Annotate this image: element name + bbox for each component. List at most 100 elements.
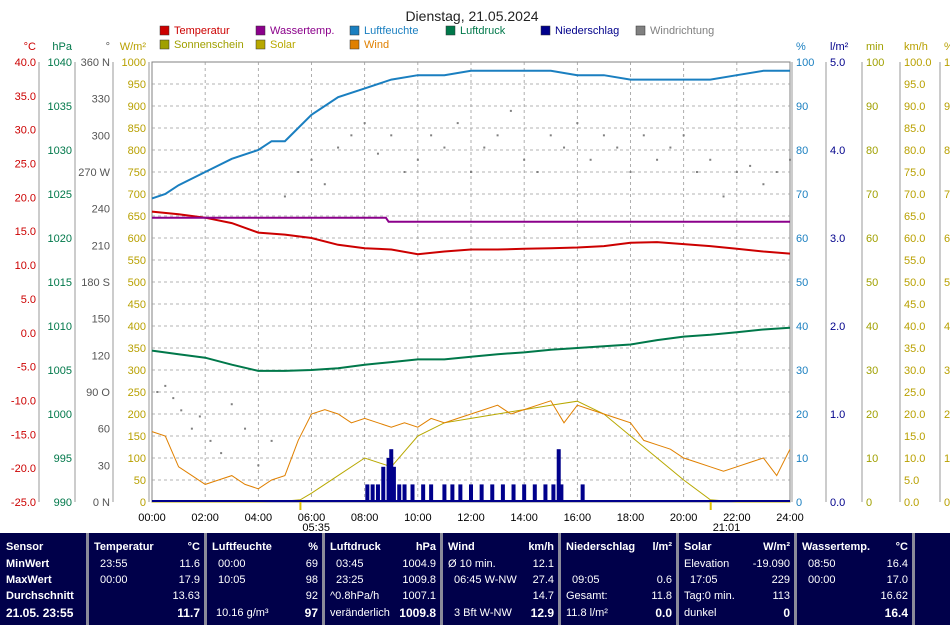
time-tick-label: 02:00 — [191, 512, 219, 524]
wind-direction-point — [789, 158, 791, 161]
wind-direction-point — [509, 109, 512, 112]
wind-max-time: 06:45 W-NW — [454, 574, 517, 586]
legend-swatch — [445, 25, 456, 36]
time-axis: 00:00 02:00 04:00 06:00 08:00 10:00 12:00 14:00… — [138, 512, 804, 524]
summary-luftfeuchte: Luftfeuchte % 00:00 69 10:05 98 92 10.16… — [212, 533, 318, 625]
axis-tick-label: 80 — [796, 145, 808, 157]
precip-bar — [442, 484, 447, 502]
axis-tick-label: 600 — [128, 233, 146, 245]
wind-direction-point — [172, 397, 175, 400]
summary-solar: Solar W/m² Elevation -19.090 17:05 229 T… — [684, 533, 790, 625]
wind-direction-point — [310, 158, 313, 161]
axis-tick-label: 180 S — [81, 277, 110, 289]
axis-tick-label: 250 — [128, 387, 146, 399]
wind-avg-value: 14.7 — [532, 590, 554, 602]
legend-label: Wassertemp. — [270, 25, 334, 37]
axis-tick-label: 25.0 — [15, 159, 36, 171]
axis-tick-label: 40 — [866, 321, 878, 333]
wind-direction-point — [629, 171, 632, 173]
luftfeuchte-max-value: 98 — [305, 574, 318, 586]
sun-mark-label: 05:35 — [302, 522, 330, 533]
legend-swatch — [540, 25, 551, 36]
axis-tick-label: 3.0 — [830, 233, 845, 245]
axis-tick-label: 80 — [944, 145, 950, 157]
axis-tick-label: 50 — [944, 277, 950, 289]
precip-bar — [490, 484, 495, 502]
wind-direction-point — [523, 158, 526, 161]
axis-tick-label: 1040 — [48, 57, 72, 69]
divider — [912, 533, 915, 625]
wind-direction-point — [602, 134, 605, 137]
precip-bar — [556, 449, 561, 502]
axis-tick-label: 10 — [866, 453, 878, 465]
legend-label: Luftfeuchte — [364, 25, 418, 37]
niederschlag-max-time: 09:05 — [572, 574, 600, 586]
axis-tick-label: 20 — [944, 409, 950, 421]
series-line-temperatur — [151, 210, 791, 256]
axis-tick-label: 50.0 — [904, 277, 925, 289]
wind-direction-point — [363, 122, 366, 125]
temperatur-max-value: 17.9 — [178, 574, 200, 586]
axis-unit: ° — [106, 41, 110, 53]
legend-swatch — [159, 25, 170, 36]
wind-direction-point — [350, 134, 353, 137]
wind-avg-label: Ø 10 min. — [448, 558, 496, 570]
axis-tick-label: 550 — [128, 255, 146, 267]
axis-tick-label: 1020 — [48, 233, 72, 245]
axis-tick-label: 0.0 — [904, 497, 919, 509]
temperatur-min-time: 23:55 — [100, 558, 128, 570]
axis-tick-label: 300 — [128, 365, 146, 377]
temperatur-current-value: 11.7 — [177, 606, 200, 620]
precip-bar — [500, 484, 505, 502]
legend-swatch — [349, 25, 360, 36]
time-tick-label: 00:00 — [138, 512, 166, 524]
niederschlag-current-value: 0.0 — [655, 606, 672, 620]
luftdruck-min-value: 1004.9 — [402, 558, 436, 570]
axis-tick-label: 80.0 — [904, 145, 925, 157]
luftfeuchte-unit: % — [308, 541, 318, 553]
axis-tick-label: 60 — [944, 233, 950, 245]
divider — [794, 533, 797, 625]
axis-tick-label: 40.0 — [15, 57, 36, 69]
precip-bar — [391, 466, 396, 502]
weather-chart: Dienstag, 21.05.2024 Temperatur Wassertem… — [11, 8, 950, 533]
luftdruck-avg-value: 1007.1 — [402, 590, 436, 602]
axis-tick-label: 40 — [944, 321, 950, 333]
sun-mark-label: 21:01 — [713, 522, 741, 533]
luftfeuchte-absolute: 10.16 g/m³ — [216, 607, 269, 619]
wind-direction-point — [470, 171, 472, 173]
precip-bar — [551, 484, 556, 502]
wind-direction-point — [156, 391, 159, 393]
axis-tick-label: 0 — [866, 497, 872, 509]
solar-day-label: Tag:0 min. — [684, 590, 735, 602]
axis-unit: l/m² — [830, 41, 849, 53]
axis-tick-label: 650 — [128, 211, 146, 223]
axis-tick-label: 1000 — [48, 409, 72, 421]
axis-tick-label: 60 — [866, 233, 878, 245]
axis-tick-label: -25.0 — [11, 497, 36, 509]
wind-direction-point — [722, 195, 725, 198]
chart-title: Dienstag, 21.05.2024 — [405, 8, 538, 24]
axis-tick-label: 1015 — [48, 277, 72, 289]
solar-current-value: 0 — [783, 606, 790, 620]
axis-tick-label: 70 — [866, 189, 878, 201]
axis-tick-label: 0.0 — [21, 328, 36, 340]
right-axes: %1009080706050403020100l/m²5.04.03.02.01… — [791, 41, 950, 509]
axis-tick-label: 850 — [128, 123, 146, 135]
axis-tick-label: 990 — [54, 497, 72, 509]
axis-tick-label: 95.0 — [904, 79, 925, 91]
time-tick-label: 12:00 — [457, 512, 485, 524]
legend-label: Windrichtung — [650, 25, 714, 37]
axis-tick-label: 5.0 — [904, 475, 919, 487]
axis-tick-label: 60 — [98, 424, 110, 436]
axis-tick-label: 30.0 — [15, 125, 36, 137]
niederschlag-sum: 11.8 l/m² — [566, 607, 608, 619]
legend: Temperatur Wassertemp. Luftfeuchte Luftdruc… — [159, 25, 714, 51]
axis-tick-label: 500 — [128, 277, 146, 289]
precip-bar — [559, 484, 564, 502]
wind-direction-point — [695, 171, 698, 173]
summary-panel: Sensor MinWert MaxWert Durchschnitt 21.0… — [0, 533, 950, 625]
precip-bar — [458, 484, 463, 502]
axis-tick-label: 1000 — [122, 57, 146, 69]
luftfeuchte-min-time: 00:00 — [218, 558, 246, 570]
